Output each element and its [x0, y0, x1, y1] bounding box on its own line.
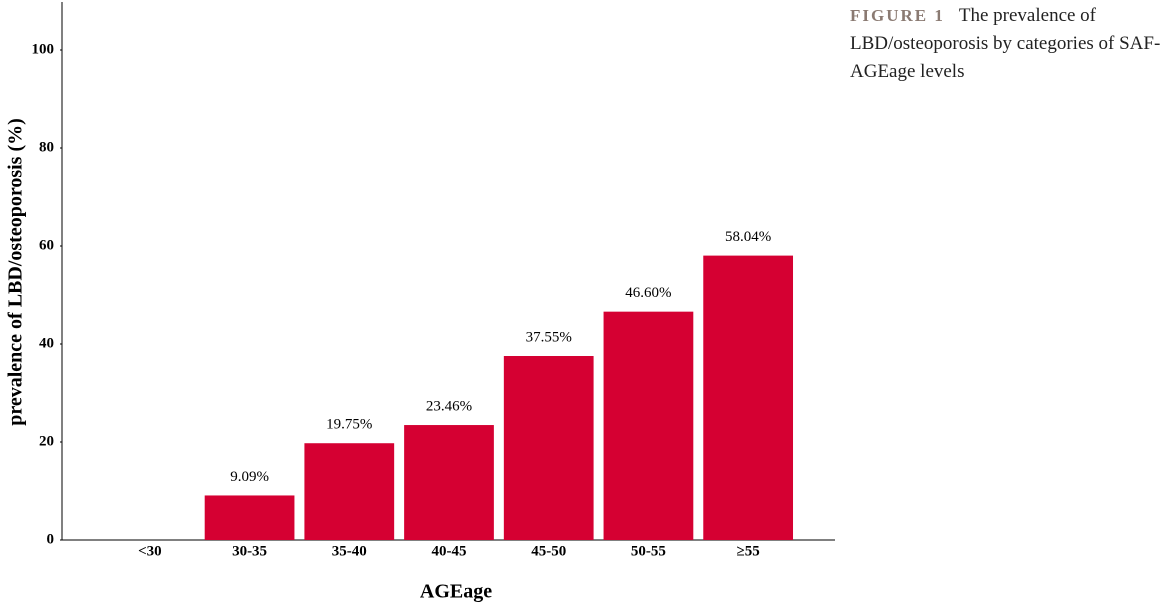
x-axis-title: AGEage	[420, 581, 492, 603]
data-label: 23.46%	[426, 398, 472, 414]
bar	[404, 425, 494, 540]
x-tick-label: <30	[138, 543, 162, 559]
x-tick-label: 45-50	[531, 543, 566, 559]
caption: FIGURE 1 The prevalence of LBD/osteoporos…	[850, 2, 1168, 86]
figure-label: FIGURE 1	[850, 6, 945, 25]
data-label: 46.60%	[625, 285, 671, 301]
y-tick-label: 40	[39, 335, 54, 351]
chart: AGEage prevalence of LBD/osteoporosis (%…	[5, 2, 835, 603]
caption-text: The prevalence of LBD/osteoporosis by ca…	[850, 5, 1161, 82]
data-label: 9.09%	[230, 469, 269, 485]
bar	[503, 356, 594, 540]
y-tick-label: 100	[32, 41, 55, 57]
x-tick-label: 35-40	[332, 543, 367, 559]
y-tick-label: 60	[39, 237, 54, 253]
bar	[603, 311, 694, 540]
data-label: 58.04%	[725, 229, 771, 245]
data-label: 19.75%	[326, 417, 372, 433]
y-tick-label: 0	[47, 531, 55, 547]
y-tick-label: 20	[39, 433, 54, 449]
bar	[703, 255, 794, 540]
bar	[304, 443, 395, 540]
bar	[204, 495, 295, 540]
data-label: 37.55%	[526, 329, 572, 345]
x-tick-label: 30-35	[232, 543, 267, 559]
y-tick-label: 80	[39, 139, 54, 155]
x-tick-label: 50-55	[631, 543, 666, 559]
x-tick-label: 40-45	[432, 543, 467, 559]
x-tick-label: ≥55	[737, 543, 760, 559]
y-axis-title: prevalence of LBD/osteoporosis (%)	[5, 118, 27, 426]
